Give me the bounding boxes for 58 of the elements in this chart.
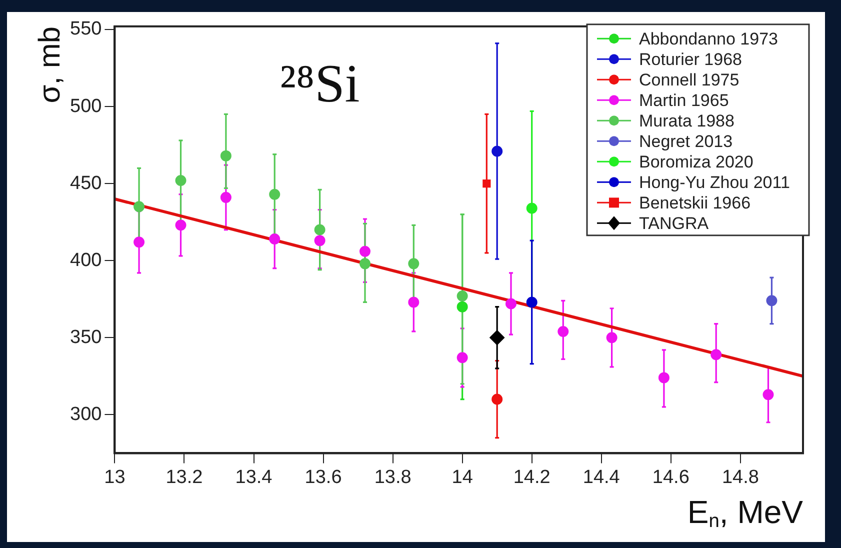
y-tick-label: 500 <box>70 96 102 117</box>
point <box>408 296 420 308</box>
x-tick-label: 13.8 <box>374 466 412 488</box>
point <box>606 332 618 344</box>
point <box>359 258 370 270</box>
legend-label: Boromiza 2020 <box>639 152 754 172</box>
legend-label: Connell 1975 <box>639 70 740 90</box>
point <box>134 236 145 248</box>
x-tick-label: 13.2 <box>166 466 203 488</box>
point <box>492 146 503 157</box>
y-axis-title: σ, mb <box>34 26 67 104</box>
x-tick-label: 13.6 <box>304 466 342 488</box>
point <box>490 330 505 346</box>
point <box>359 246 370 257</box>
point <box>762 389 774 400</box>
y-tick-label: 300 <box>70 404 102 425</box>
point <box>175 174 186 186</box>
point <box>314 235 326 246</box>
legend-label: Benetskii 1966 <box>639 193 751 212</box>
x-tick-label: 13.4 <box>235 466 273 488</box>
point <box>558 326 569 337</box>
point <box>766 295 778 306</box>
legend-label: TANGRA <box>639 214 710 233</box>
point <box>710 349 722 360</box>
x-tick-label: 14.6 <box>652 466 690 488</box>
point <box>505 298 516 310</box>
y-tick-label: 350 <box>70 326 102 348</box>
y-tick-label: 550 <box>70 18 102 40</box>
point <box>269 188 280 200</box>
point <box>456 301 468 312</box>
legend-label: Martin 1965 <box>639 90 729 110</box>
point <box>269 234 280 245</box>
point <box>220 150 232 162</box>
point <box>526 296 538 308</box>
point <box>134 201 145 212</box>
y-tick-label: 450 <box>70 172 102 194</box>
x-tick-label: 13 <box>104 466 126 488</box>
x-tick-label: 14.8 <box>722 466 759 488</box>
x-tick-label: 14 <box>452 466 474 488</box>
y-tick-label: 400 <box>70 250 102 271</box>
point <box>658 372 670 384</box>
point <box>175 220 186 231</box>
point <box>314 224 326 236</box>
legend-label: Murata 1988 <box>639 111 734 130</box>
point <box>220 192 232 203</box>
x-tick-label: 14.4 <box>582 466 620 488</box>
point <box>482 180 491 188</box>
legend-label: Hong-Yu Zhou 2011 <box>639 172 790 192</box>
point <box>408 258 420 270</box>
point <box>456 352 468 364</box>
text: ²⁸Si <box>280 53 360 114</box>
legend-label: Abbondanno 1973 <box>639 29 778 48</box>
point <box>492 394 503 405</box>
legend-label: Negret 2013 <box>639 132 733 151</box>
point <box>456 290 468 302</box>
point <box>526 202 538 214</box>
x-tick-label: 14.2 <box>513 466 550 488</box>
legend-label: Roturier 1968 <box>639 50 742 69</box>
